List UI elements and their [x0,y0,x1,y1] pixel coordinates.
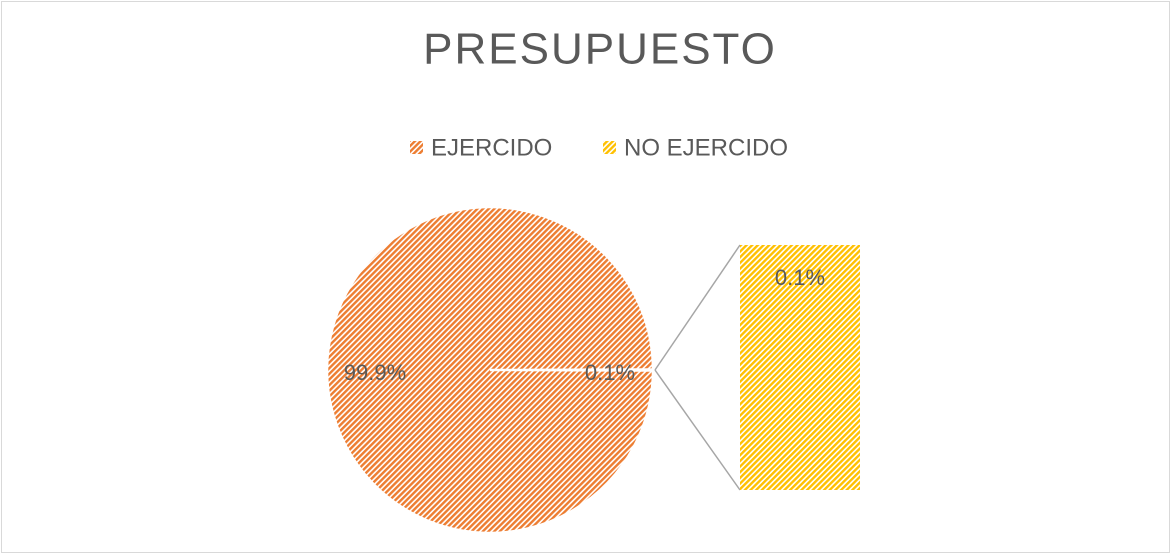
legend-label: EJERCIDO [431,134,552,161]
legend-swatch [603,141,616,154]
legend-label: NO EJERCIDO [624,134,788,161]
pie-slice [325,205,655,535]
data-label: 99.9% [344,360,406,385]
connector-line [654,244,741,371]
secondary-bar [740,245,860,490]
connector-line [654,369,741,491]
data-label: 0.1% [585,360,635,385]
chart-title: PRESUPUESTO [423,25,777,74]
data-label: 0.1% [775,265,825,290]
legend-swatch [410,141,423,154]
